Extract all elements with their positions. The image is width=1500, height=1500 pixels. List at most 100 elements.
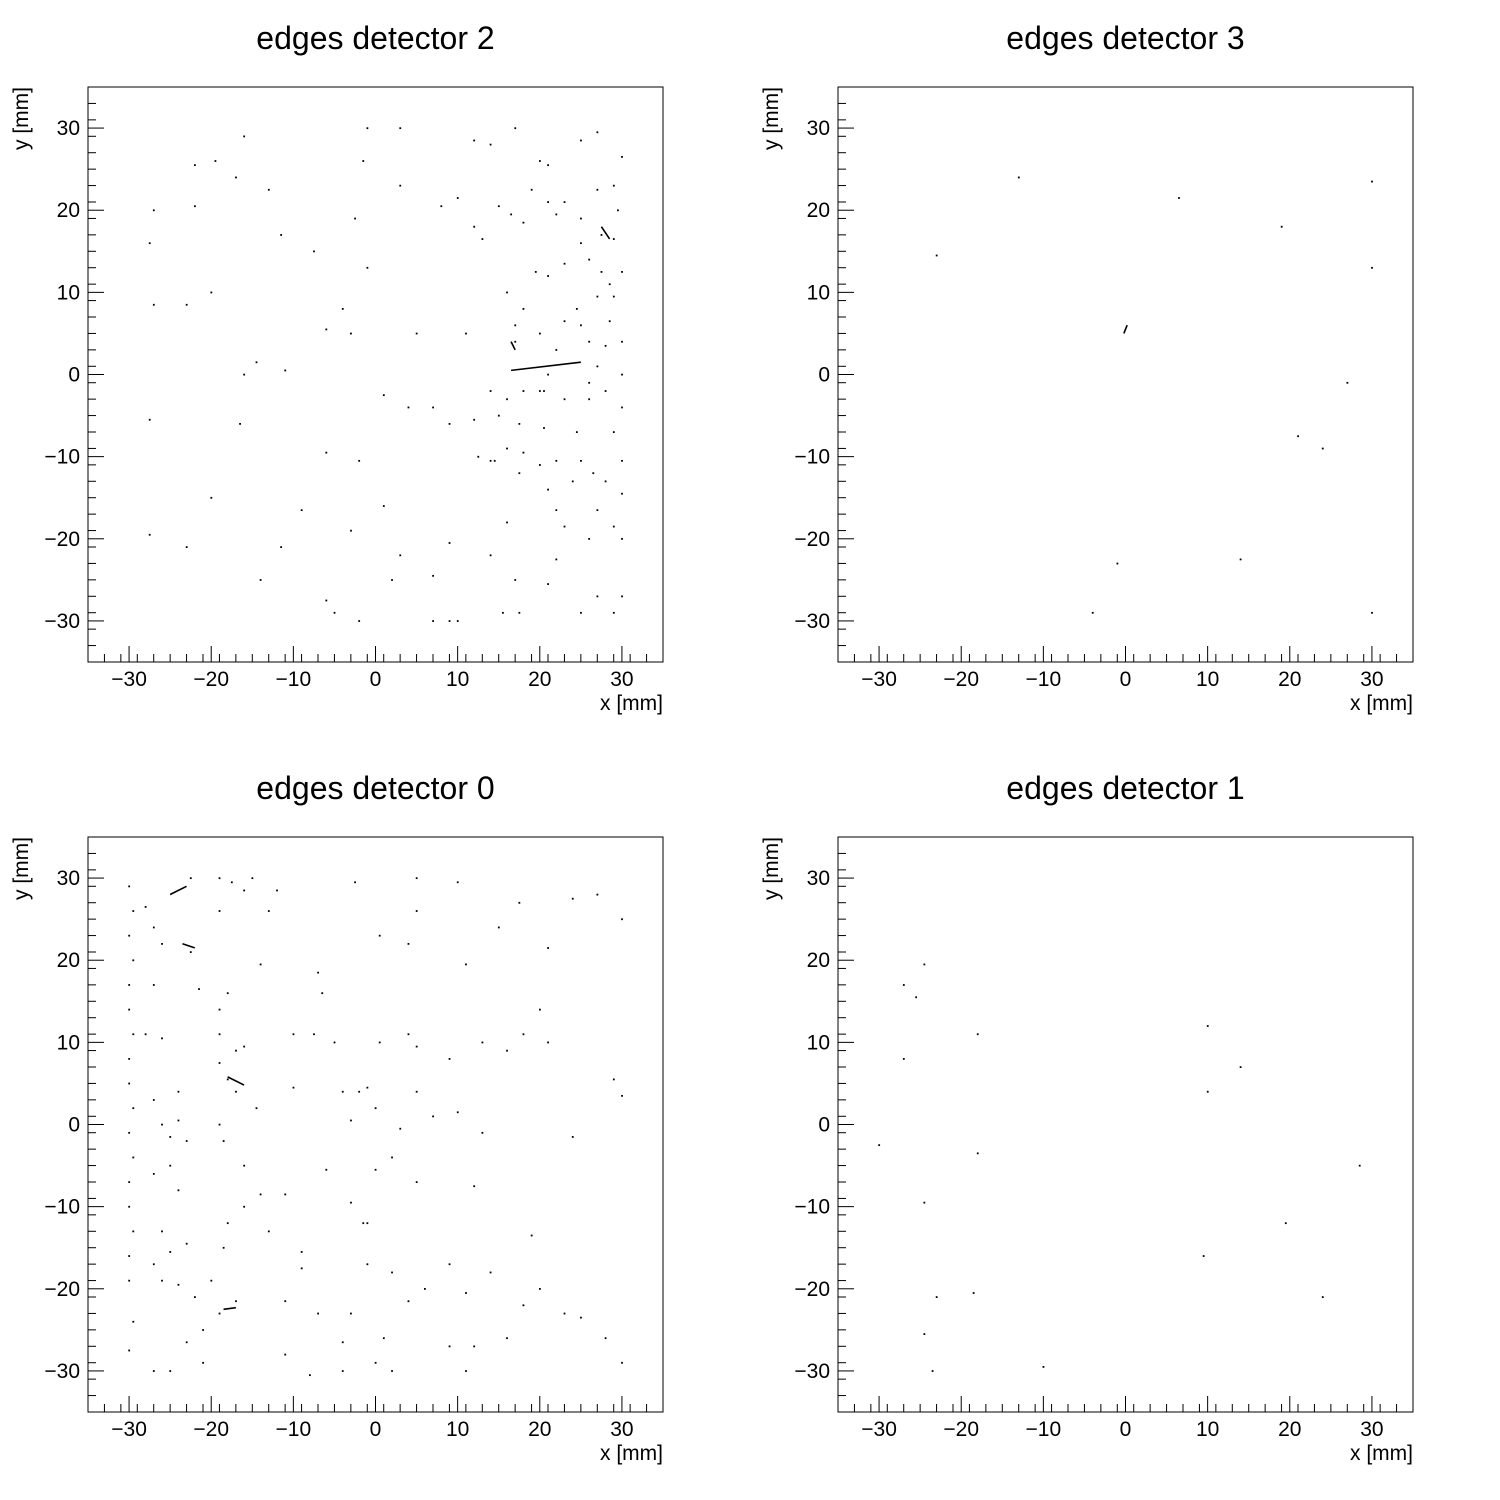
data-point xyxy=(902,1057,905,1060)
data-point xyxy=(621,156,623,158)
data-point xyxy=(604,480,607,483)
data-point xyxy=(374,1107,377,1110)
data-point xyxy=(456,620,459,622)
data-point xyxy=(596,295,599,298)
data-point xyxy=(489,390,492,392)
data-point xyxy=(230,881,233,884)
y-axis-label: y [mm] xyxy=(10,837,33,900)
data-point xyxy=(292,1033,295,1036)
edge-track xyxy=(169,885,187,896)
data-point xyxy=(604,344,607,347)
x-tick-label: 20 xyxy=(528,668,551,691)
data-point xyxy=(489,459,492,462)
data-point xyxy=(132,1156,135,1159)
data-point xyxy=(489,1271,492,1274)
data-point xyxy=(210,1279,213,1282)
y-tick-label: −10 xyxy=(794,1196,830,1219)
x-tick-label: 20 xyxy=(1278,668,1301,691)
data-point xyxy=(432,574,434,577)
data-point xyxy=(177,1189,180,1192)
data-point xyxy=(161,1279,163,1282)
data-point xyxy=(132,910,135,912)
data-point xyxy=(300,1267,303,1270)
data-point xyxy=(608,320,611,323)
data-point xyxy=(555,509,558,512)
data-point xyxy=(1297,435,1299,438)
data-point xyxy=(592,472,595,475)
data-point xyxy=(563,201,566,203)
x-tick-label: −10 xyxy=(1026,1418,1062,1441)
data-point xyxy=(243,1164,246,1167)
data-point xyxy=(358,459,361,462)
data-point xyxy=(621,271,623,273)
data-point xyxy=(621,1094,623,1097)
data-point xyxy=(185,546,188,548)
data-point xyxy=(547,1041,549,1044)
plot-frame xyxy=(837,86,1414,663)
x-tick-label: 10 xyxy=(446,1418,469,1441)
data-point xyxy=(580,324,582,327)
data-point xyxy=(547,275,549,277)
data-point xyxy=(604,390,607,392)
data-point xyxy=(144,906,147,908)
data-point xyxy=(621,918,623,921)
data-point xyxy=(448,1057,451,1060)
x-tick-label: 30 xyxy=(610,1418,633,1441)
y-tick-label: 20 xyxy=(807,949,830,972)
data-point xyxy=(128,1349,131,1352)
x-tick-label: −30 xyxy=(111,668,147,691)
data-point xyxy=(259,579,262,581)
data-point xyxy=(580,139,582,142)
y-tick-label: 0 xyxy=(68,1114,80,1137)
data-point xyxy=(621,492,623,495)
data-point xyxy=(580,217,582,220)
edge-track xyxy=(600,226,611,240)
data-point xyxy=(1017,176,1020,179)
data-point xyxy=(522,1033,525,1036)
data-point xyxy=(588,258,591,261)
data-point xyxy=(481,1041,484,1044)
data-point xyxy=(161,1230,163,1233)
y-tick-label: 0 xyxy=(818,364,830,387)
data-point xyxy=(465,1370,467,1372)
data-point xyxy=(1239,1066,1242,1068)
data-point xyxy=(218,910,221,912)
data-point xyxy=(588,398,591,401)
data-point xyxy=(235,1049,237,1052)
data-point xyxy=(280,546,283,548)
data-point xyxy=(300,509,303,512)
data-point xyxy=(177,1283,180,1286)
data-point xyxy=(243,373,246,376)
data-point xyxy=(465,1292,467,1294)
data-point xyxy=(358,620,361,622)
data-point xyxy=(243,1045,246,1048)
data-point xyxy=(366,127,369,130)
x-tick-label: 10 xyxy=(1196,668,1219,691)
y-tick-label: 30 xyxy=(57,867,80,890)
x-tick-label: 20 xyxy=(528,1418,551,1441)
y-tick-label: −20 xyxy=(794,528,830,551)
data-point xyxy=(571,1136,574,1138)
data-point xyxy=(604,1337,607,1340)
data-point xyxy=(193,164,196,167)
data-point xyxy=(152,984,155,986)
data-point xyxy=(128,1279,131,1282)
data-point xyxy=(530,1234,533,1237)
data-point xyxy=(580,459,582,462)
x-axis-label: x [mm] xyxy=(600,1442,663,1465)
chart-panel-detector-1: edges detector 1 −30 −20 −10 0 10 20 30 −30 −20 −1… xyxy=(760,770,1414,1465)
data-point xyxy=(218,1123,221,1126)
data-point xyxy=(161,1037,163,1040)
data-point xyxy=(202,1361,204,1364)
y-axis-label: y [mm] xyxy=(10,87,33,150)
data-point xyxy=(251,877,254,880)
data-point xyxy=(1284,1222,1287,1225)
data-point xyxy=(391,579,393,581)
data-point xyxy=(456,197,459,199)
data-point xyxy=(543,390,545,392)
data-point xyxy=(284,1353,287,1356)
data-point xyxy=(935,254,938,257)
data-point xyxy=(382,394,385,397)
data-point xyxy=(448,542,451,544)
data-point xyxy=(621,1361,623,1364)
